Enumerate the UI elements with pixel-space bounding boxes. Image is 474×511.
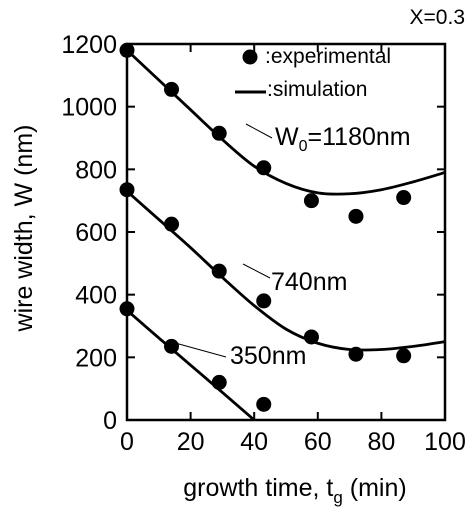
experimental-point xyxy=(164,216,180,232)
experimental-point xyxy=(256,396,272,412)
experimental-point xyxy=(211,263,227,279)
x-tick-label: 20 xyxy=(177,428,205,456)
x-tick-label: 0 xyxy=(120,428,134,456)
x-axis-label-main: growth time, t xyxy=(183,474,333,502)
experimental-point xyxy=(164,81,180,97)
experimental-point xyxy=(119,42,135,58)
callout-leader xyxy=(242,263,271,279)
callout-label-sub: 0 xyxy=(299,138,308,155)
x-tick-label: 40 xyxy=(240,428,268,456)
callout-leader xyxy=(167,340,227,358)
x-tick-label: 60 xyxy=(304,428,332,456)
simulation-curve xyxy=(126,49,446,196)
y-tick-label: 800 xyxy=(75,156,117,184)
experimental-point xyxy=(303,329,319,345)
y-tick-label: 600 xyxy=(75,219,117,247)
x-axis-label-unit: (min) xyxy=(343,474,407,502)
x-tick-label: 100 xyxy=(424,428,466,456)
x-axis-label: growth time, tg (min) xyxy=(183,474,406,507)
experimental-point xyxy=(119,301,135,317)
y-tick-label: 400 xyxy=(75,282,117,310)
experimental-point xyxy=(256,160,272,176)
simulation-curve xyxy=(126,309,256,422)
simulation-curves xyxy=(126,49,446,422)
experimental-point xyxy=(396,190,412,206)
legend-experimental-label: :experimental xyxy=(265,45,391,68)
y-tick-label: 1200 xyxy=(61,31,117,59)
top-annotation: X=0.3 xyxy=(410,6,465,29)
callout-label-rest: =1180nm xyxy=(308,123,411,151)
legend-simulation-label: :simulation xyxy=(267,78,367,101)
experimental-point xyxy=(211,125,227,141)
series-callout-label: 350nm xyxy=(230,342,306,370)
experimental-point xyxy=(256,293,272,309)
experimental-point xyxy=(211,374,227,390)
legend-experimental-marker xyxy=(242,49,258,65)
series-callout-label: 740nm xyxy=(271,268,347,296)
series-callout-label: W0=1180nm xyxy=(275,123,411,155)
experimental-point xyxy=(164,338,180,354)
y-tick-label: 200 xyxy=(75,344,117,372)
y-tick-label: 0 xyxy=(103,407,117,435)
legend: :experimental :simulation xyxy=(235,45,391,101)
callout-label-main: W xyxy=(275,123,299,151)
experimental-point xyxy=(348,346,364,362)
series-callouts: W0=1180nm 740nm 350nm xyxy=(167,123,411,370)
experimental-point xyxy=(119,182,135,198)
y-tick-label: 1000 xyxy=(61,94,117,122)
y-axis-label: wire width, W (nm) xyxy=(10,125,38,333)
x-tick-label: 80 xyxy=(367,428,395,456)
experimental-point xyxy=(396,348,412,364)
x-axis-label-sub: g xyxy=(333,488,342,507)
callout-leader xyxy=(245,123,273,139)
experimental-point xyxy=(348,208,364,224)
experimental-point xyxy=(303,193,319,209)
simulation-curve xyxy=(126,190,446,352)
